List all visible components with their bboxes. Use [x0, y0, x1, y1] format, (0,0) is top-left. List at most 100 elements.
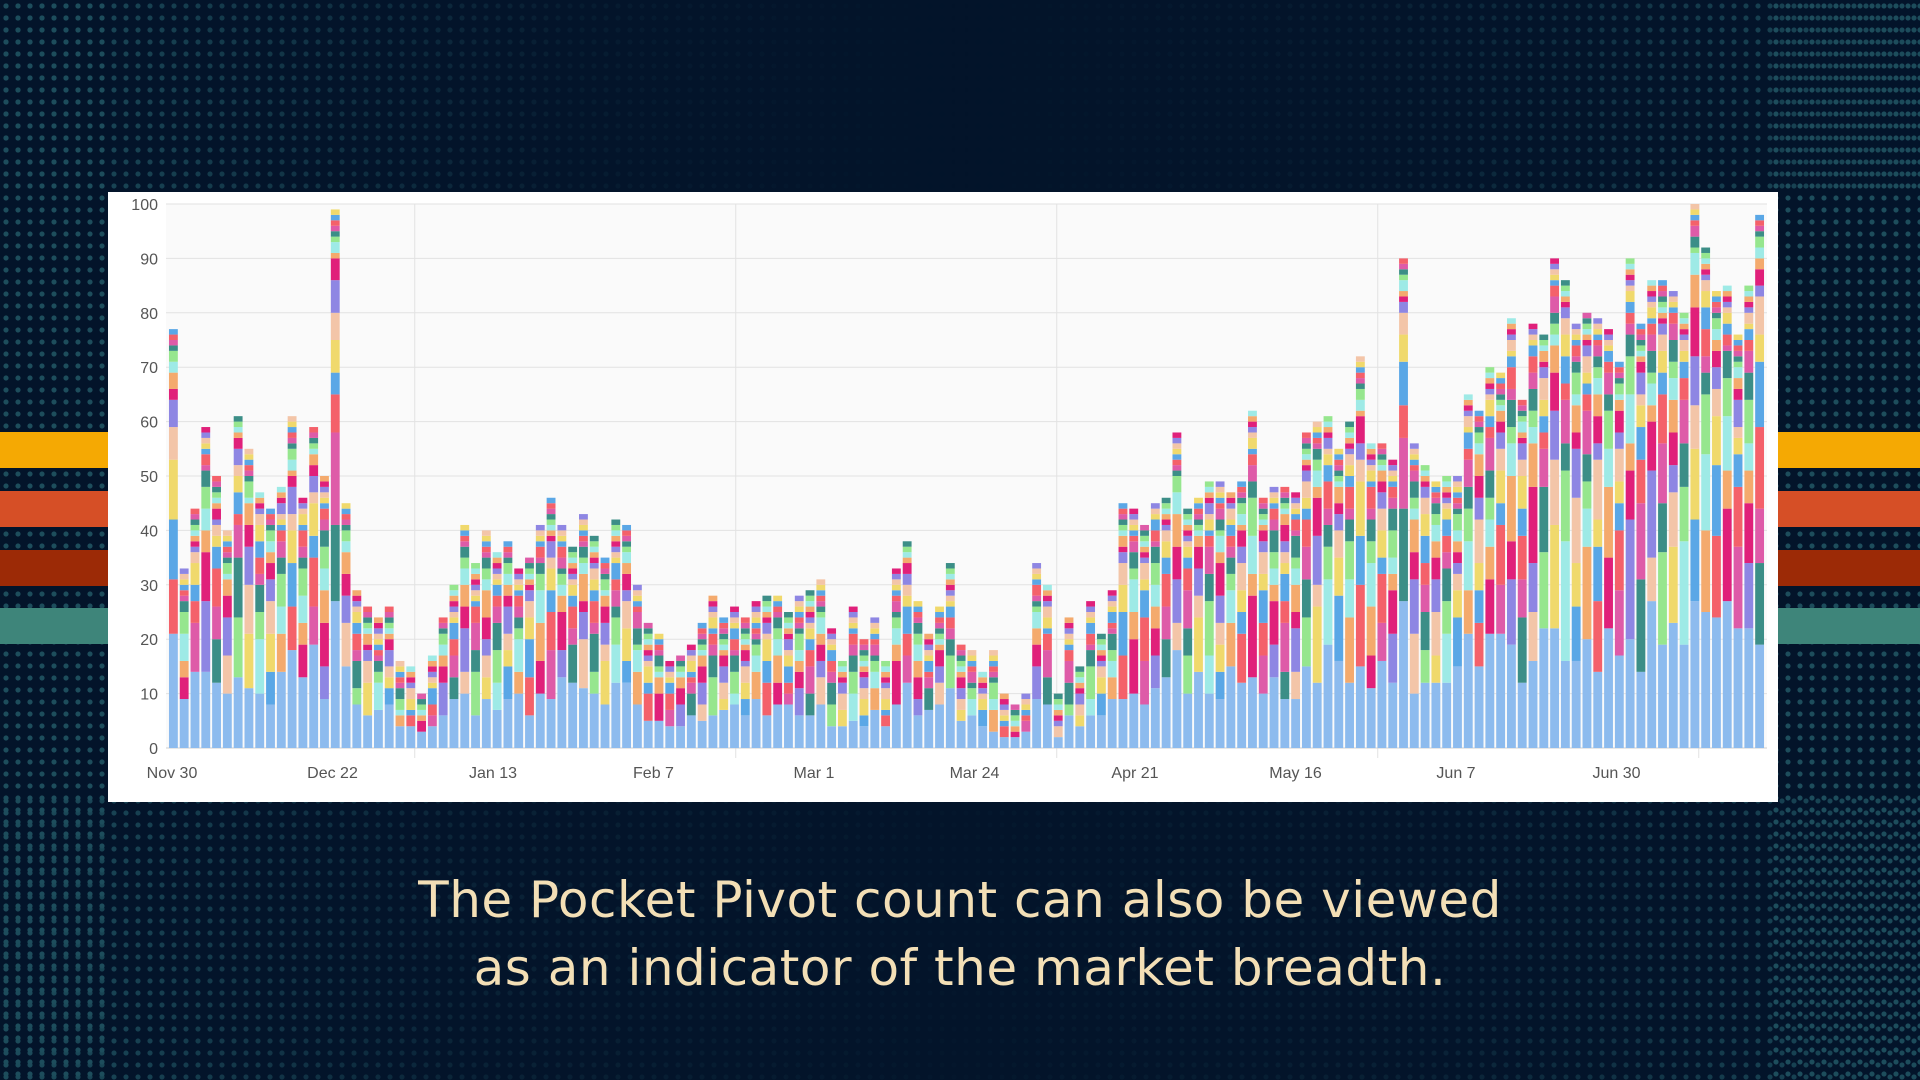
- bar-segment: [471, 590, 480, 596]
- bar-segment: [1442, 552, 1452, 569]
- bar-segment: [1507, 367, 1516, 389]
- bar-segment: [719, 628, 729, 634]
- bar-segment: [1150, 546, 1160, 564]
- bar-segment: [201, 601, 211, 672]
- bar-segment: [1399, 508, 1408, 602]
- bar-segment: [212, 519, 221, 525]
- bar-segment: [1194, 568, 1203, 596]
- bar-segment: [1604, 486, 1613, 558]
- bar-segment: [1485, 470, 1495, 498]
- bar-segment: [1010, 731, 1020, 738]
- bar-segment: [1528, 410, 1538, 428]
- bar-segment: [320, 590, 329, 623]
- bar-segment: [945, 595, 955, 602]
- bar-segment: [1755, 214, 1765, 221]
- bar-segment: [1550, 628, 1560, 748]
- bar-segment: [1722, 296, 1732, 302]
- bar-segment: [1474, 421, 1484, 428]
- bar-segment: [406, 715, 416, 727]
- bar-segment: [579, 639, 588, 689]
- bar-segment: [1712, 312, 1721, 319]
- bar-segment: [298, 508, 308, 515]
- bar-segment: [730, 639, 739, 651]
- bar-segment: [1323, 524, 1333, 547]
- bar-segment: [1291, 568, 1301, 585]
- bar-segment: [1194, 530, 1203, 536]
- bar-segment: [1658, 301, 1667, 308]
- bar-segment: [1517, 682, 1527, 748]
- bar-segment: [298, 677, 308, 748]
- bar-segment: [1668, 361, 1678, 379]
- bar-segment: [827, 660, 837, 672]
- bar-segment: [1107, 622, 1117, 629]
- bar-segment: [330, 394, 340, 433]
- bar-segment: [1442, 601, 1452, 634]
- bar-segment: [1183, 524, 1193, 531]
- bar-segment: [1571, 497, 1581, 564]
- bar-segment: [1409, 459, 1419, 466]
- bar-segment: [1668, 307, 1678, 313]
- bar-segment: [1280, 552, 1290, 564]
- bar-segment: [1086, 633, 1096, 645]
- bar-segment: [373, 660, 383, 672]
- bar-segment: [1075, 688, 1085, 694]
- bar-segment: [287, 606, 297, 651]
- bar-segment: [266, 633, 275, 672]
- bar-segment: [1129, 579, 1139, 612]
- bar-segment: [1129, 535, 1139, 542]
- bar-segment: [1107, 590, 1117, 596]
- bar-segment: [1172, 622, 1182, 651]
- bar-segment: [546, 524, 556, 531]
- bar-segment: [1550, 258, 1560, 264]
- bar-segment: [557, 541, 567, 547]
- bar-segment: [233, 617, 243, 678]
- bar-segment: [1183, 655, 1193, 694]
- bar-segment: [1679, 323, 1689, 330]
- bar-segment: [1539, 367, 1549, 379]
- bar-segment: [891, 590, 901, 596]
- bar-segment: [643, 682, 653, 694]
- bar-segment: [514, 606, 524, 618]
- bar-segment: [1614, 410, 1624, 433]
- bar-segment: [697, 720, 707, 748]
- bar-segment: [1625, 356, 1635, 395]
- bar-segment: [492, 552, 502, 558]
- bar-segment: [287, 416, 297, 422]
- bar-segment: [859, 666, 869, 672]
- bar-segment: [1183, 514, 1193, 520]
- bar-segment: [1183, 568, 1193, 591]
- bar-segment: [1409, 633, 1419, 694]
- bar-segment: [492, 595, 502, 607]
- bar-segment: [1528, 612, 1538, 661]
- bar-segment: [1463, 394, 1473, 400]
- bar-segment: [1118, 530, 1128, 536]
- bar-segment: [924, 709, 934, 748]
- bar-segment: [1388, 476, 1398, 482]
- bar-segment: [837, 671, 847, 678]
- bar-segment: [1604, 394, 1613, 411]
- bar-segment: [1172, 650, 1182, 748]
- bar-segment: [665, 677, 675, 683]
- bar-segment: [719, 650, 729, 656]
- bar-segment: [740, 617, 750, 623]
- bar-segment: [935, 639, 944, 645]
- bar-segment: [287, 514, 297, 531]
- bar-segment: [1215, 508, 1225, 520]
- bar-segment: [427, 655, 437, 661]
- bar-segment: [622, 524, 632, 531]
- bar-segment: [287, 421, 297, 428]
- bar-segment: [1453, 590, 1462, 618]
- bar-segment: [1399, 405, 1408, 438]
- bar-segment: [1636, 340, 1646, 346]
- bar-segment: [460, 541, 470, 547]
- bar-segment: [1550, 372, 1560, 411]
- x-tick-label: Apr 21: [1111, 765, 1158, 782]
- bar-segment: [686, 715, 696, 748]
- bar-segment: [1118, 524, 1128, 531]
- bar-segment: [654, 671, 664, 678]
- bar-segment: [255, 557, 265, 574]
- bar-segment: [1150, 688, 1160, 748]
- bar-segment: [967, 655, 977, 661]
- bar-segment: [1010, 715, 1020, 721]
- bar-segment: [924, 650, 934, 656]
